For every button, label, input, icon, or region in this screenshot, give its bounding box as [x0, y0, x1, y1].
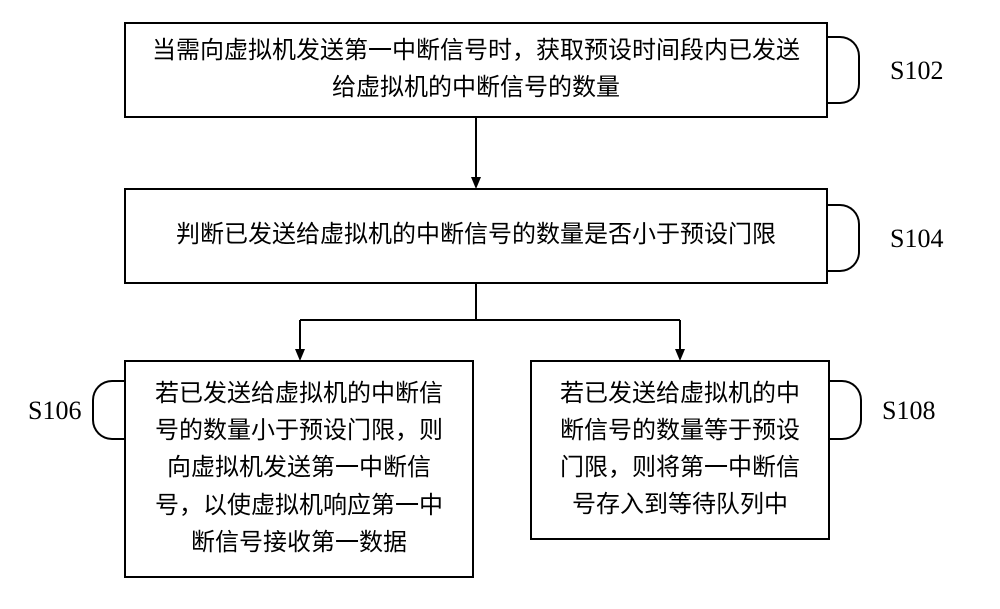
- flow-box-1-text: 当需向虚拟机发送第一中断信号时，获取预设时间段内已发送给虚拟机的中断信号的数量: [144, 33, 808, 107]
- flow-box-1: 当需向虚拟机发送第一中断信号时，获取预设时间段内已发送给虚拟机的中断信号的数量: [124, 22, 828, 118]
- brace-s102: [828, 36, 860, 104]
- flowchart-canvas: 当需向虚拟机发送第一中断信号时，获取预设时间段内已发送给虚拟机的中断信号的数量 …: [0, 0, 1000, 609]
- step-label-s106: S106: [28, 396, 81, 426]
- step-label-s108: S108: [882, 396, 935, 426]
- flow-box-4: 若已发送给虚拟机的中断信号的数量等于预设门限，则将第一中断信号存入到等待队列中: [530, 360, 830, 540]
- flow-box-2-text: 判断已发送给虚拟机的中断信号的数量是否小于预设门限: [176, 217, 776, 254]
- brace-s104: [828, 204, 860, 272]
- brace-s108: [830, 380, 862, 440]
- step-label-s102: S102: [890, 56, 943, 86]
- step-label-s104: S104: [890, 224, 943, 254]
- flow-box-3-text: 若已发送给虚拟机的中断信号的数量小于预设门限，则向虚拟机发送第一中断信号，以使虚…: [144, 376, 454, 562]
- flow-box-3: 若已发送给虚拟机的中断信号的数量小于预设门限，则向虚拟机发送第一中断信号，以使虚…: [124, 360, 474, 578]
- flow-box-4-text: 若已发送给虚拟机的中断信号的数量等于预设门限，则将第一中断信号存入到等待队列中: [550, 376, 810, 525]
- flow-box-2: 判断已发送给虚拟机的中断信号的数量是否小于预设门限: [124, 188, 828, 284]
- brace-s106: [92, 380, 124, 440]
